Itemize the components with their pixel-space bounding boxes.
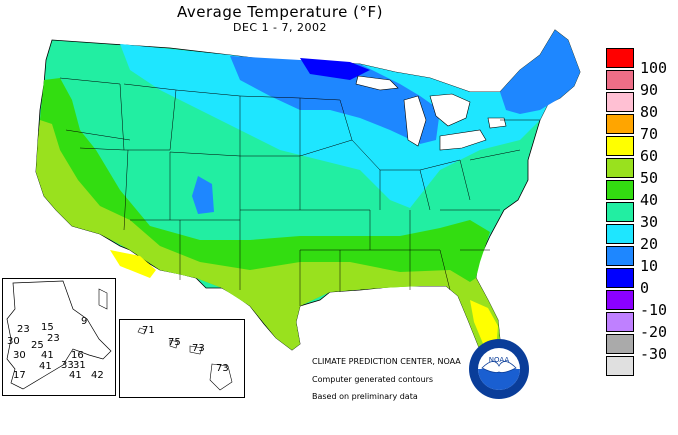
temp-band-50 xyxy=(36,120,500,356)
legend-swatch xyxy=(606,334,634,354)
legend-row: 60 xyxy=(606,136,676,164)
legend-swatch xyxy=(606,92,634,112)
legend-swatch xyxy=(606,48,634,68)
legend-row: -10 xyxy=(606,290,676,318)
alaska-outline xyxy=(6,280,112,390)
alaska-temp-label: 17 xyxy=(13,370,26,381)
noaa-logo-text: NOAA xyxy=(489,356,510,364)
legend-row: 80 xyxy=(606,92,676,120)
hawaii-inset: 71 75 73 73 xyxy=(119,319,245,398)
alaska-temp-label: 33 xyxy=(61,360,74,371)
legend-swatch xyxy=(606,180,634,200)
legend-swatch xyxy=(606,136,634,156)
alaska-temp-label: 41 xyxy=(69,370,82,381)
legend-label: 0 xyxy=(640,279,650,297)
credit-line: Computer generated contours xyxy=(312,375,434,384)
hawaii-temp-label: 73 xyxy=(216,363,229,374)
hawaii-temp-label: 71 xyxy=(142,325,155,336)
legend-label: 40 xyxy=(640,191,659,209)
state-boundaries xyxy=(59,77,540,306)
legend-row: 0 xyxy=(606,268,676,296)
legend-label: -20 xyxy=(640,323,668,341)
legend-swatch xyxy=(606,224,634,244)
legend-row: 70 xyxy=(606,114,676,142)
legend-swatch xyxy=(606,268,634,288)
hawaii-temp-label: 75 xyxy=(168,337,181,348)
legend-swatch xyxy=(606,246,634,266)
alaska-temp-label: 15 xyxy=(41,322,54,333)
legend-row: 10 xyxy=(606,246,676,274)
legend-swatch xyxy=(606,158,634,178)
hawaii-temp-label: 73 xyxy=(192,343,205,354)
temp-band-0 xyxy=(300,58,370,80)
temp-band-10 xyxy=(192,30,580,214)
legend-label: -10 xyxy=(640,301,668,319)
legend-row: 20 xyxy=(606,224,676,252)
alaska-temp-label: 23 xyxy=(17,324,30,335)
legend-label: 100 xyxy=(640,59,668,77)
legend-swatch xyxy=(606,70,634,90)
alaska-temp-label: 41 xyxy=(39,361,52,372)
legend-row: -20 xyxy=(606,312,676,340)
great-lakes xyxy=(355,75,507,151)
alaska-temp-label: 30 xyxy=(7,336,20,347)
legend-row: -30 xyxy=(606,334,676,362)
alaska-temp-label: 30 xyxy=(13,350,26,361)
legend-row: 50 xyxy=(606,158,676,186)
legend-swatch xyxy=(606,290,634,310)
alaska-temp-label: 16 xyxy=(71,350,84,361)
alaska-temp-label: 25 xyxy=(31,340,44,351)
legend-swatch xyxy=(606,312,634,332)
legend-row xyxy=(606,356,676,378)
alaska-inset: 9 23 15 23 30 25 30 41 16 41 33 31 17 41… xyxy=(2,278,116,396)
legend-label: 50 xyxy=(640,169,659,187)
alaska-temp-label: 9 xyxy=(81,316,88,327)
legend-row: 40 xyxy=(606,180,676,208)
credit-line: CLIMATE PREDICTION CENTER, NOAA xyxy=(312,357,461,366)
legend-label: -30 xyxy=(640,345,668,363)
legend-label: 90 xyxy=(640,81,659,99)
noaa-logo: NOAA xyxy=(469,339,529,399)
legend-label: 80 xyxy=(640,103,659,121)
credit-line: Based on preliminary data xyxy=(312,392,418,401)
legend-label: 10 xyxy=(640,257,659,275)
temp-band-20 xyxy=(120,30,580,208)
hawaii-outline xyxy=(137,327,233,391)
map-title: Average Temperature (°F) xyxy=(177,3,383,21)
legend-label: 60 xyxy=(640,147,659,165)
legend-row: 30 xyxy=(606,202,676,230)
color-legend: 100 90 80 70 60 50 40 30 20 10 0 -10 -20 -30 xyxy=(606,48,676,378)
map-subtitle: DEC 1 - 7, 2002 xyxy=(232,21,328,34)
alaska-temp-label: 42 xyxy=(91,370,104,381)
legend-swatch xyxy=(606,114,634,134)
legend-row: 100 xyxy=(606,48,676,76)
legend-label: 20 xyxy=(640,235,659,253)
alaska-temp-label: 41 xyxy=(41,350,54,361)
alaska-temp-label: 23 xyxy=(47,333,60,344)
legend-swatch xyxy=(606,356,634,376)
legend-label: 30 xyxy=(640,213,659,231)
legend-swatch xyxy=(606,202,634,222)
legend-label: 70 xyxy=(640,125,659,143)
legend-row: 90 xyxy=(606,70,676,98)
alaska-temp-label: 31 xyxy=(73,360,86,371)
